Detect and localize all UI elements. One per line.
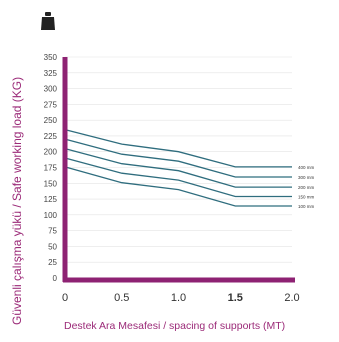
y-tick-label: 275	[44, 100, 58, 109]
series-line	[64, 147, 292, 188]
series-line	[64, 128, 292, 168]
tick-labels: 0 25 50 75 100 125 150 175 200 225 250 275 300 325 350…	[44, 53, 300, 304]
weight-icon	[41, 12, 55, 30]
y-tick-label: 75	[48, 227, 57, 236]
y-tick-label: 175	[44, 164, 58, 173]
y-tick-label: 225	[44, 132, 58, 141]
y-tick-label: 325	[44, 69, 58, 78]
y-tick-label: 300	[44, 85, 58, 94]
series-label: 100 mm	[298, 204, 315, 209]
series-line	[64, 157, 292, 198]
axes	[62, 57, 295, 283]
series-labels: 400 mm 300 mm 200 mm 150 mm 100 mm	[298, 165, 315, 209]
series-lines	[64, 128, 292, 207]
y-tick-label: 50	[48, 242, 57, 251]
series-line	[64, 166, 292, 207]
y-tick-label: 150	[44, 179, 58, 188]
x-tick-label: 0	[62, 292, 68, 304]
series-label: 200 mm	[298, 185, 315, 190]
series-label: 400 mm	[298, 165, 315, 170]
y-tick-label: 0	[53, 274, 58, 283]
grid	[65, 56, 292, 279]
x-tick-label: 2.0	[284, 292, 299, 304]
x-axis-label: Destek Ara Mesafesi / spacing of support…	[64, 320, 286, 332]
y-tick-label: 200	[44, 148, 58, 157]
y-tick-label: 250	[44, 116, 58, 125]
x-tick-label: 1.0	[171, 292, 186, 304]
y-tick-label: 25	[48, 258, 57, 267]
y-tick-label: 350	[44, 53, 58, 62]
series-label: 150 mm	[298, 195, 315, 200]
y-tick-label: 100	[44, 211, 58, 220]
y-tick-label: 125	[44, 195, 58, 204]
x-tick-label: 0.5	[114, 292, 129, 304]
x-tick-label: 1.5	[228, 292, 243, 304]
series-label: 300 mm	[298, 175, 315, 180]
series-line	[64, 138, 292, 178]
y-axis-label: Güvenli çalışma yükü / Safe working load…	[10, 76, 24, 325]
